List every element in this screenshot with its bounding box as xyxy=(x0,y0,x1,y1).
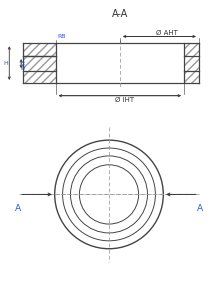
Polygon shape xyxy=(184,44,199,83)
Text: RB: RB xyxy=(58,34,66,39)
Polygon shape xyxy=(23,44,56,83)
Text: SHT: SHT xyxy=(22,59,27,69)
Text: H: H xyxy=(3,61,8,66)
Text: A: A xyxy=(197,204,203,213)
Text: A-A: A-A xyxy=(112,9,128,19)
Text: Ø IHT: Ø IHT xyxy=(115,97,134,103)
Text: Ø AHT: Ø AHT xyxy=(156,29,178,35)
Text: A: A xyxy=(15,204,21,213)
